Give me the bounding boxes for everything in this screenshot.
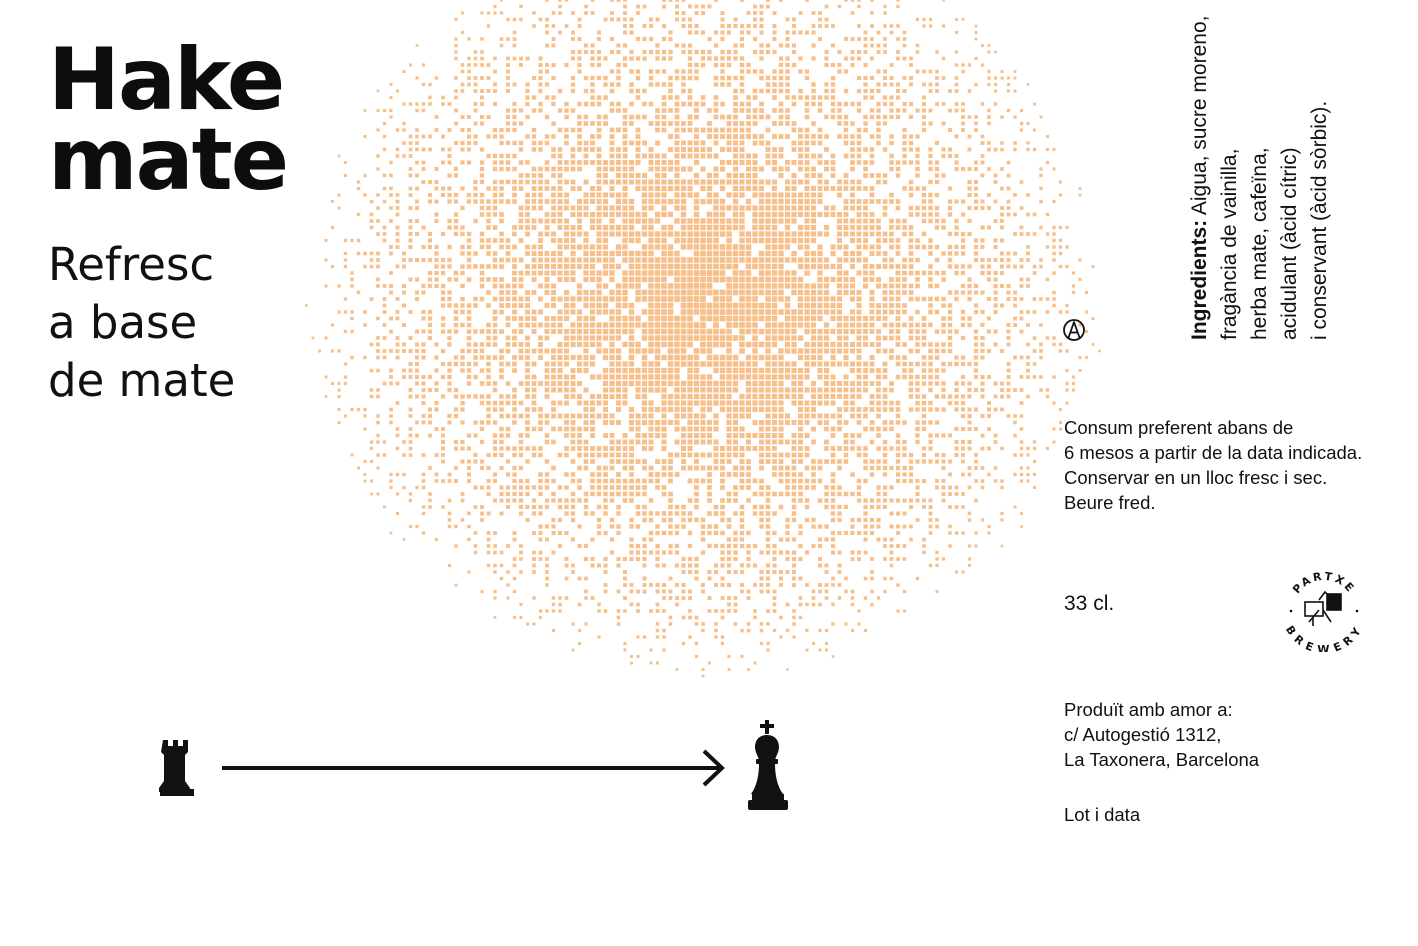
logo-emblem-icon: [1304, 590, 1342, 626]
title-line: Hake: [48, 30, 285, 130]
ingredients-block: Ingredients: Aigua, sucre moreno, fragàn…: [1185, 16, 1335, 340]
title-line: mate: [48, 110, 289, 210]
ingredients-line: acidulant (àcid cítric): [1278, 147, 1301, 340]
product-title: Hake mate: [48, 30, 289, 210]
anarchy-symbol-icon: [1063, 319, 1085, 341]
storage-info: Consum preferent abans de 6 mesos a part…: [1064, 415, 1362, 515]
subtitle-line: Refresc: [48, 238, 215, 291]
storage-line: 6 mesos a partir de la data indicada.: [1064, 442, 1363, 463]
ingredients-line: fragància de vainilla,: [1218, 148, 1241, 340]
producer-line: Produït amb amor a:: [1064, 699, 1233, 720]
partxe-brewery-logo: PARTXE BREWERY: [1283, 570, 1362, 652]
product-subtitle: Refresc a base de mate: [48, 236, 235, 410]
producer-info: Produït amb amor a: c/ Autogestió 1312, …: [1064, 697, 1259, 772]
storage-line: Consum preferent abans de: [1064, 417, 1294, 438]
subtitle-line: a base: [48, 296, 198, 349]
ingredients-line: Aigua, sucre moreno,: [1188, 15, 1211, 220]
ingredients-line: herba mate, cafeïna,: [1248, 147, 1271, 340]
ingredients-line: i conservant (àcid sòrbic).: [1308, 100, 1331, 340]
ingredients-label: Ingredients:: [1188, 219, 1211, 340]
storage-line: Beure fred.: [1064, 492, 1156, 513]
volume-label: 33 cl.: [1064, 592, 1115, 615]
lot-label: Lot i data: [1064, 804, 1141, 825]
producer-line: La Taxonera, Barcelona: [1064, 749, 1260, 770]
logo-bottom-text: BREWERY: [1283, 623, 1362, 652]
subtitle-line: de mate: [48, 354, 236, 407]
producer-line: c/ Autogestió 1312,: [1064, 724, 1222, 745]
storage-line: Conservar en un lloc fresc i sec.: [1064, 467, 1328, 488]
